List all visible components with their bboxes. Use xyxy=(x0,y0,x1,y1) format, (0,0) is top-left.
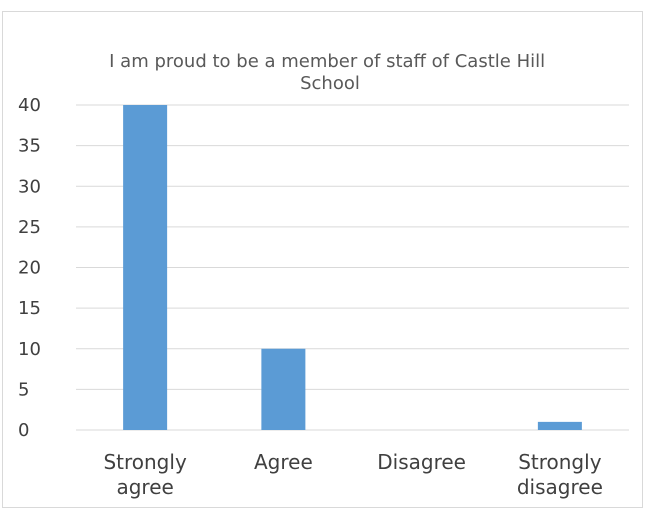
bar xyxy=(537,421,582,430)
x-category-label-line: agree xyxy=(116,475,173,499)
x-category-label-line: Disagree xyxy=(377,450,466,474)
gridlines xyxy=(76,104,629,431)
bars xyxy=(123,105,582,430)
x-category-label-line: Strongly xyxy=(518,450,601,474)
x-category-label-line: Strongly xyxy=(103,450,186,474)
y-tick-label: 10 xyxy=(18,339,41,360)
x-category-label: Strongly agree xyxy=(103,450,186,499)
chart-title: I am proud to be a member of staff of Ca… xyxy=(109,51,551,94)
y-tick-label: 40 xyxy=(18,95,41,116)
y-tick-label: 15 xyxy=(18,298,41,319)
chart-title-line-2: School xyxy=(300,73,360,94)
chart-frame xyxy=(2,11,643,508)
y-tick-label: 0 xyxy=(18,420,29,441)
bar xyxy=(261,348,306,430)
y-tick-label: 20 xyxy=(18,258,41,279)
y-tick-label: 5 xyxy=(18,379,29,400)
x-category-label: Strongly disagree xyxy=(517,450,603,499)
bar xyxy=(123,105,168,430)
x-category-label: Disagree xyxy=(377,450,466,474)
x-category-label-line: Agree xyxy=(254,450,313,474)
x-category-label-line: disagree xyxy=(517,475,603,499)
y-tick-label: 35 xyxy=(18,136,41,157)
x-category-label: Agree xyxy=(254,450,313,474)
y-tick-label: 25 xyxy=(18,217,41,238)
y-axis-ticks: 0 5 10 15 20 25 30 35 40 xyxy=(18,95,41,441)
y-tick-label: 30 xyxy=(18,176,41,197)
chart-title-line-1: I am proud to be a member of staff of Ca… xyxy=(109,51,545,72)
